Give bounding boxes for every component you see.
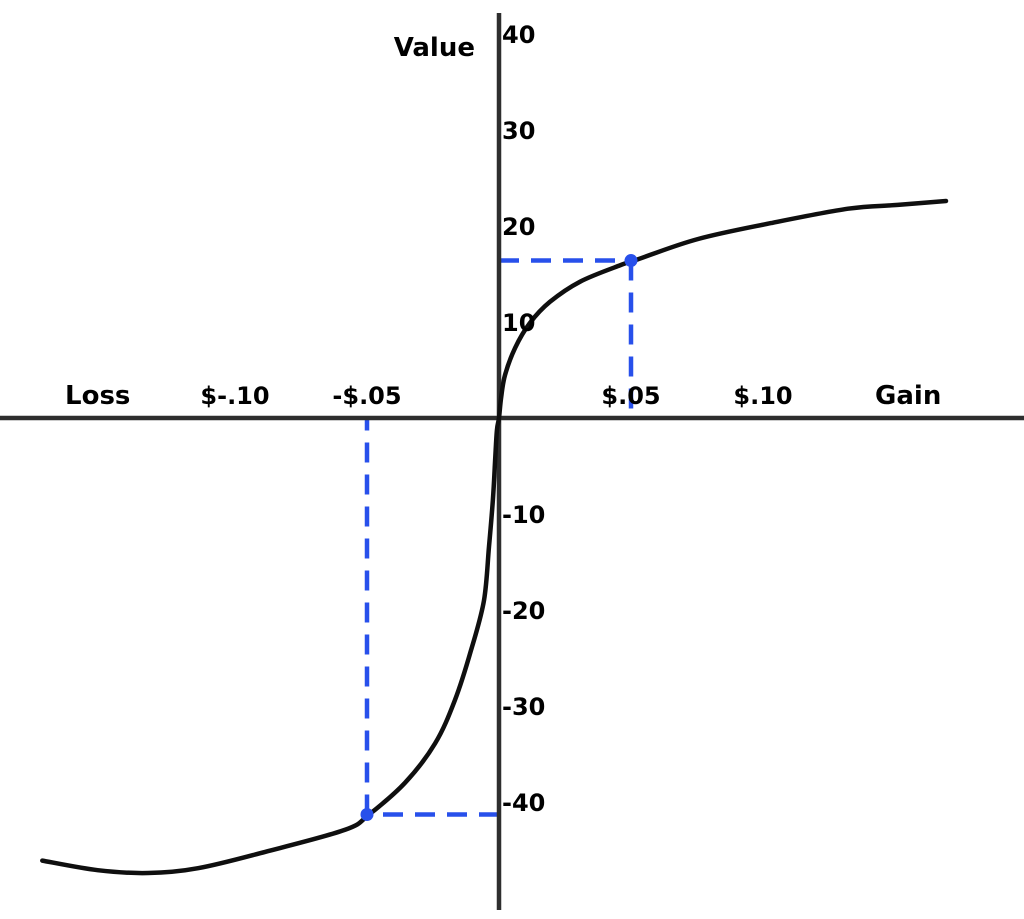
y-tick-label: -20: [502, 597, 545, 625]
y-tick-label: -40: [502, 789, 545, 817]
value-function-curve: [40, 198, 949, 876]
x-tick-label: $.05: [601, 382, 660, 410]
tick-labels-layer: 40 30 20 10 -10 -20 -30 -40 $-.10 -$.05 $.05 $.10 Lo…: [65, 21, 941, 817]
x-tick-label: $-.10: [200, 382, 269, 410]
y-tick-label: -10: [502, 501, 545, 529]
y-tick-label: -30: [502, 693, 545, 721]
value-curve-layer: [40, 198, 949, 876]
reference-points-layer: [360, 254, 638, 821]
y-tick-label: 40: [502, 21, 535, 49]
x-tick-label: $.10: [733, 382, 792, 410]
reference-point-dot: [624, 254, 638, 268]
y-tick-label: 10: [502, 309, 535, 337]
y-axis-title: Value: [394, 33, 475, 63]
x-axis-end-label: Gain: [875, 381, 941, 411]
x-tick-label: -$.05: [332, 382, 401, 410]
x-axis-end-label: Loss: [65, 381, 130, 411]
reference-point-dot: [360, 807, 374, 821]
y-tick-label: 30: [502, 117, 535, 145]
reference-lines-layer: [364, 258, 634, 817]
y-tick-label: 20: [502, 213, 535, 241]
